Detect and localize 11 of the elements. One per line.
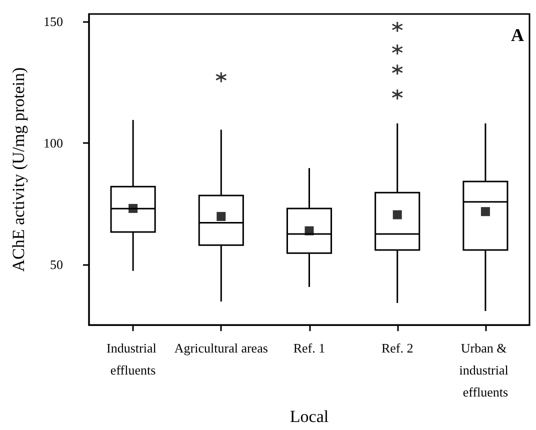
y-tick-label: 50	[50, 256, 63, 272]
x-tick-label: Agricultural areas	[174, 340, 268, 356]
x-axis-title: Local	[290, 407, 329, 426]
y-tick-label: 100	[44, 135, 63, 150]
x-tick-label: Urban & industrial effluents	[459, 340, 512, 400]
x-tick-label: Ref. 2	[381, 340, 414, 356]
y-axis-title: AChE activity (U/mg protein)	[9, 67, 28, 272]
y-tick-label: 150	[44, 14, 63, 29]
x-tick-label: Ref. 1	[293, 340, 326, 356]
annotation: A	[511, 25, 524, 45]
x-tick-label: Industrial effluents	[106, 340, 160, 378]
